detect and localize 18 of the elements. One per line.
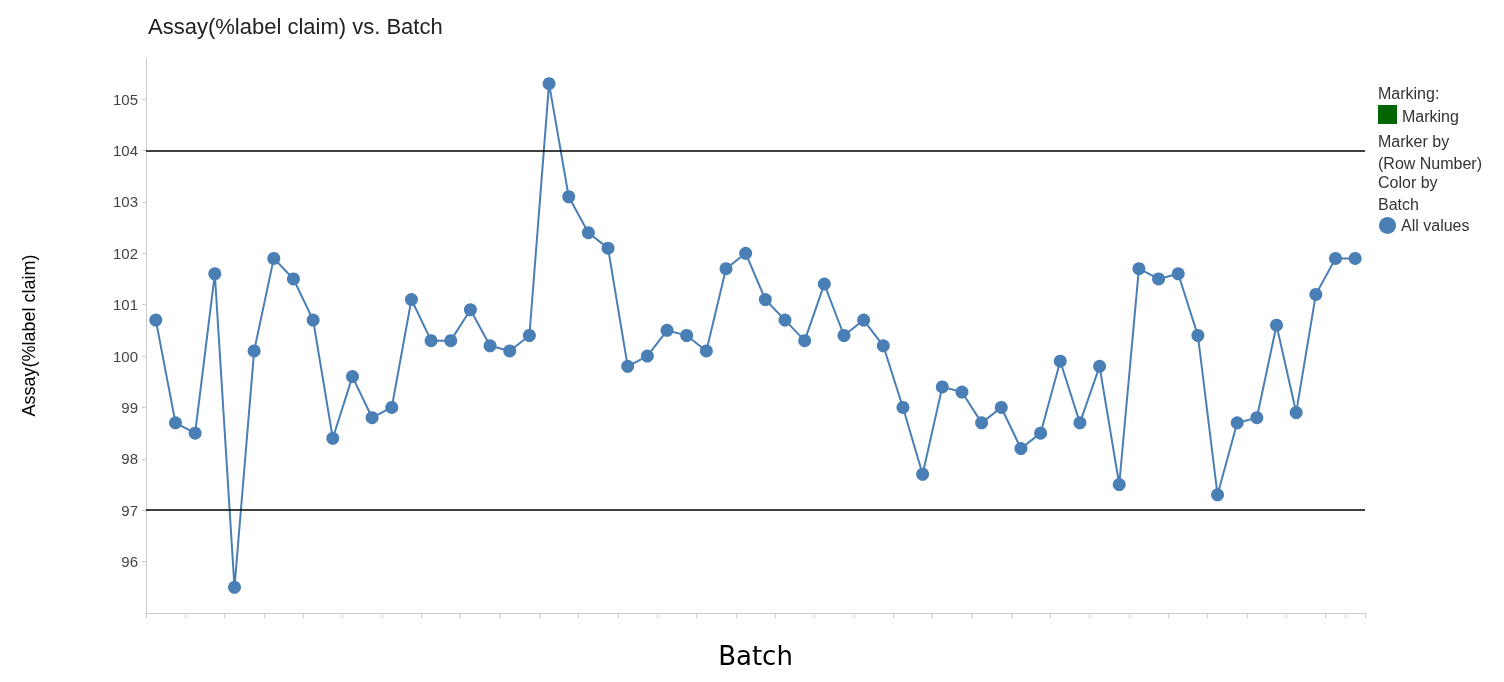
legend-label: All values (1401, 217, 1470, 234)
y-tick-label: 98 (121, 450, 138, 468)
y-tick-label: 105 (112, 90, 138, 108)
text: Marking (1402, 107, 1459, 125)
y-axis-title: Assay(%label claim) (19, 254, 39, 417)
y-tick-label: 100 (112, 347, 138, 365)
y-tick-label: 102 (112, 244, 138, 262)
x-axis-title: Batch (718, 641, 793, 671)
y-tick-label: 97 (121, 501, 138, 519)
y-tick-label: 101 (112, 296, 138, 314)
text: Marking: (1378, 84, 1440, 102)
chart-title: Assay(%label claim) vs. Batch (148, 13, 443, 39)
y-tick-label: 96 (121, 553, 138, 571)
legend-title: Color by Batch (1378, 173, 1438, 213)
text: Marker by (Row Number) (1378, 132, 1483, 172)
y-tick-label: 99 (121, 398, 138, 416)
y-tick-label: 103 (112, 193, 138, 211)
y-tick-label: 104 (112, 142, 138, 159)
